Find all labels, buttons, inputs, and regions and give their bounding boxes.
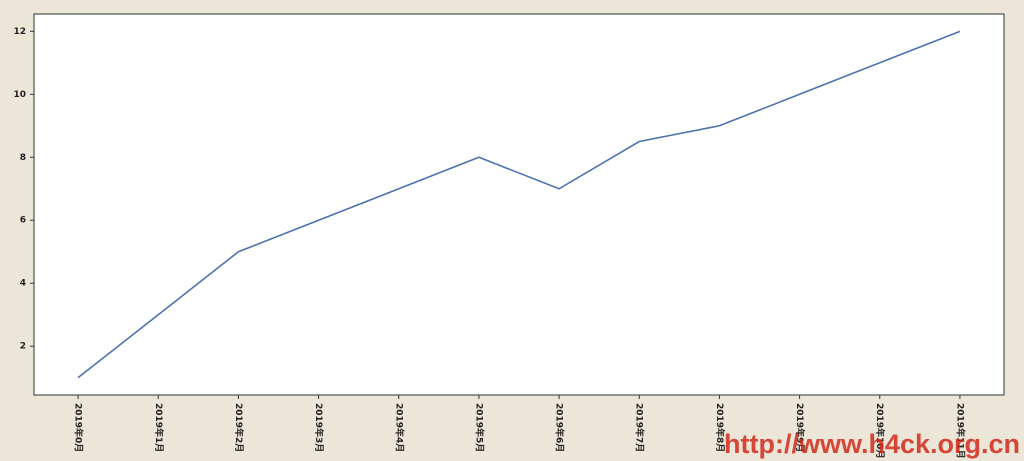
x-tick-label: 2019年4月 [393,403,405,452]
x-tick-label: 2019年5月 [473,403,485,452]
y-tick-label: 12 [13,27,26,37]
y-tick-label: 2 [20,342,26,352]
x-tick-label: 2019年10月 [874,403,886,459]
x-tick-label: 2019年3月 [313,403,325,452]
line [77,30,961,379]
x-tick-label: 2019年11月 [954,403,966,459]
x-tick-label: 2019年6月 [554,403,566,452]
x-tick-label: 2019年8月 [714,403,726,452]
x-tick-label: 2019年9月 [794,403,806,452]
y-tick-label: 6 [20,216,26,226]
x-tick-label: 2019年1月 [153,403,165,452]
x-tick-label: 2019年0月 [73,403,85,452]
x-tick-label: 2019年7月 [634,403,646,452]
y-tick-label: 8 [20,153,26,163]
y-tick-label: 10 [13,90,26,100]
x-tick-label: 2019年2月 [233,403,245,452]
watermark: http://www.h4ck.org.cn [724,429,1020,459]
y-tick-label: 4 [20,279,26,289]
